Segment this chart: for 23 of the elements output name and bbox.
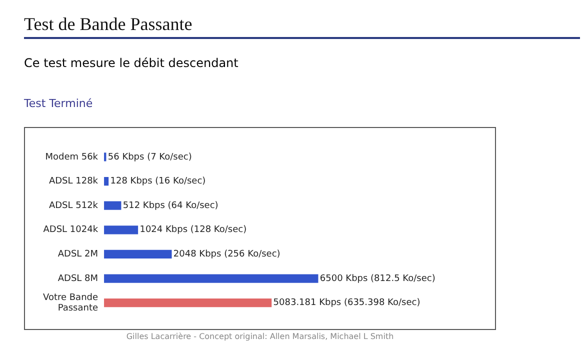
y-tick-label: ADSL 8M <box>58 274 98 284</box>
text: Gilles Lacarrière - Concept original: Allen Marsalis, Michael L Smith <box>125 332 395 341</box>
bar <box>104 250 172 259</box>
data-label: 512 Kbps (64 Ko/sec) <box>122 200 218 211</box>
data-label: 2048 Kbps (256 Ko/sec) <box>173 250 280 260</box>
data-label: 128 Kbps (16 Ko/sec) <box>110 176 206 187</box>
data-label: 6500 Kbps (812.5 Ko/sec) <box>320 274 436 284</box>
y-tick-label: ADSL 2M <box>58 250 98 260</box>
bar <box>104 226 138 234</box>
data-label: 56 Kbps (7 Ko/sec) <box>108 152 192 162</box>
y-tick-label: ADSL 128k <box>48 176 99 187</box>
bar <box>104 201 122 210</box>
data-label: 1024 Kbps (128 Ko/sec) <box>140 225 247 236</box>
chart-title: Test de Bande Passante <box>24 14 580 39</box>
data-label: 5083.181 Kbps (635.398 Ko/sec) <box>273 298 420 308</box>
bar <box>104 274 318 283</box>
y-tick-label: ADSL 512k <box>48 200 99 211</box>
bar <box>104 298 272 308</box>
y-tick-label: Votre Bande Passante <box>42 292 98 314</box>
y-tick-label: ADSL 1024k <box>43 225 99 236</box>
text: Test Terminé <box>24 97 93 110</box>
y-tick-label: Modem 56k <box>45 152 99 162</box>
chart-subtitle: Ce test mesure le débit descendant <box>24 56 238 70</box>
